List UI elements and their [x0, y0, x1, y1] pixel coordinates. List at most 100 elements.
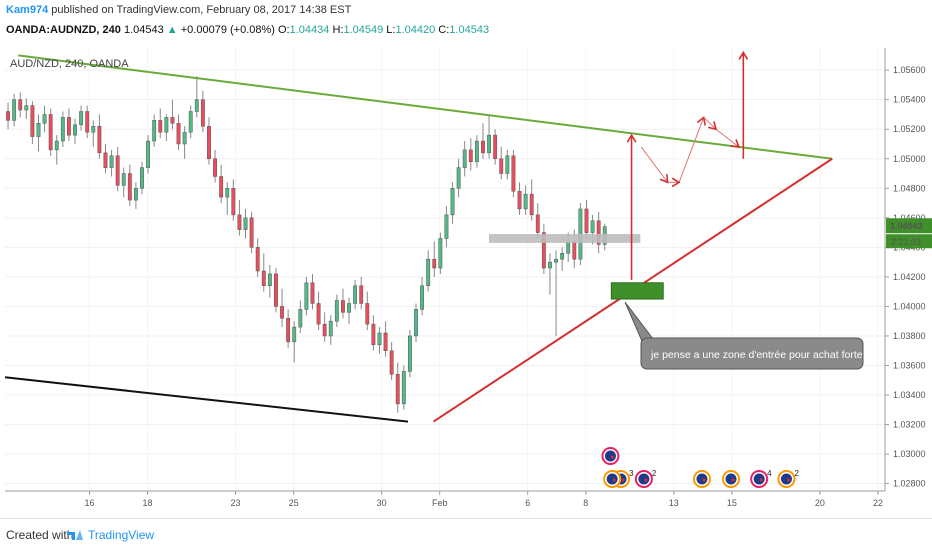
- price-tick-label: 1.02800: [893, 479, 926, 489]
- candle-body: [67, 117, 71, 136]
- up-arrow: [738, 50, 749, 159]
- candle-body: [426, 258, 431, 286]
- candle: [249, 211, 254, 254]
- price-tick-label: 1.03800: [893, 331, 926, 341]
- candle: [79, 105, 84, 131]
- countdown-badge: [886, 234, 932, 249]
- candle: [505, 149, 510, 180]
- candle-body: [24, 105, 29, 111]
- time-tick-label: Feb: [432, 498, 448, 508]
- candle: [298, 300, 303, 333]
- candle: [12, 93, 17, 127]
- arrow-head: [671, 177, 681, 188]
- event-count: 2: [794, 469, 799, 478]
- candle: [584, 200, 589, 239]
- candle: [462, 141, 467, 177]
- price-tick-label: 1.05200: [893, 124, 926, 134]
- candle: [85, 105, 90, 139]
- price-tick-label: 1.05600: [893, 65, 926, 75]
- candle-body: [438, 238, 443, 269]
- close-label: C:: [438, 24, 450, 36]
- tradingview-brand[interactable]: TradingView: [88, 528, 155, 542]
- arrow-shaft: [715, 128, 740, 148]
- candle: [213, 149, 217, 183]
- candle-body: [541, 232, 546, 269]
- candle: [353, 279, 358, 310]
- candle: [255, 238, 260, 277]
- candle: [286, 309, 291, 348]
- candle-body: [322, 323, 327, 337]
- candle-body: [194, 99, 199, 112]
- candle: [292, 321, 297, 363]
- projection-arrow: [667, 177, 681, 188]
- candle-body: [158, 120, 163, 133]
- candle: [395, 362, 400, 413]
- candle-body: [115, 155, 120, 186]
- candle-body: [225, 188, 230, 198]
- candle: [36, 114, 41, 152]
- event-flag: [780, 473, 792, 485]
- author-link[interactable]: Kam974: [6, 4, 49, 16]
- projection-arrow: [703, 117, 718, 131]
- candle-body: [487, 134, 491, 154]
- candle-body: [468, 149, 473, 162]
- candle: [48, 108, 53, 156]
- candle-body: [383, 332, 388, 351]
- candle: [493, 129, 498, 165]
- candle-body: [267, 273, 272, 286]
- candle-body: [109, 155, 114, 168]
- candle: [560, 247, 565, 271]
- event-flag-mark: [786, 478, 790, 482]
- candle: [103, 143, 108, 174]
- event-flag-icon[interactable]: 2: [634, 469, 657, 488]
- candle: [310, 273, 315, 310]
- candle: [280, 288, 284, 328]
- event-flag-icon[interactable]: 4: [750, 469, 772, 488]
- candle: [140, 161, 144, 195]
- candle-body: [274, 273, 278, 307]
- candle-body: [286, 317, 291, 343]
- time-tick-label: 15: [727, 498, 737, 508]
- time-axis[interactable]: 16 18 23 25 30 Feb 6 8 13 15 20 22: [5, 490, 885, 508]
- candle: [225, 182, 230, 215]
- candle-body: [450, 188, 455, 216]
- price-axis[interactable]: 1.05600 1.05400 1.05200 1.05000 1.04800 1.046…: [884, 48, 932, 491]
- low-label: L:: [386, 24, 396, 36]
- event-flag-icon[interactable]: [603, 470, 622, 488]
- candle: [414, 303, 418, 342]
- candle: [523, 185, 528, 215]
- candle: [164, 114, 169, 142]
- event-flag: [725, 473, 737, 485]
- arrow-head: [626, 133, 637, 143]
- event-flag-icon[interactable]: [722, 470, 740, 488]
- arrow-head: [738, 50, 749, 60]
- event-flag-icon[interactable]: [601, 447, 620, 465]
- candle: [231, 179, 236, 221]
- candle-body: [170, 117, 175, 124]
- candle: [341, 288, 345, 319]
- candle: [261, 253, 266, 292]
- event-flag-icon[interactable]: [692, 470, 711, 488]
- event-flag-icon[interactable]: 2: [777, 469, 799, 488]
- candle-body: [334, 300, 339, 322]
- candle: [304, 276, 309, 316]
- economic-events[interactable]: 3 2 4 2: [601, 447, 799, 488]
- candle: [127, 164, 132, 207]
- candle-body: [36, 123, 41, 137]
- symbol-label[interactable]: OANDA:AUDNZD, 240: [6, 24, 121, 36]
- event-flag-mark: [621, 478, 625, 482]
- arrow-shaft: [678, 117, 705, 183]
- candle-body: [395, 374, 400, 405]
- annotation-callout[interactable]: je pense a une zone d'entrée pour achat …: [624, 301, 864, 370]
- price-chart[interactable]: 1.05600 1.05400 1.05200 1.05000 1.04800 1.046…: [0, 48, 932, 518]
- candle: [420, 276, 425, 316]
- time-tick-label: 18: [143, 498, 153, 508]
- candle: [481, 123, 485, 159]
- candle-body: [407, 335, 412, 372]
- candle: [267, 265, 272, 298]
- candle-body: [249, 217, 254, 248]
- arrow-head: [707, 121, 718, 131]
- candle: [91, 120, 96, 147]
- price-tick-label: 1.04000: [893, 301, 926, 311]
- candle-body: [292, 326, 297, 343]
